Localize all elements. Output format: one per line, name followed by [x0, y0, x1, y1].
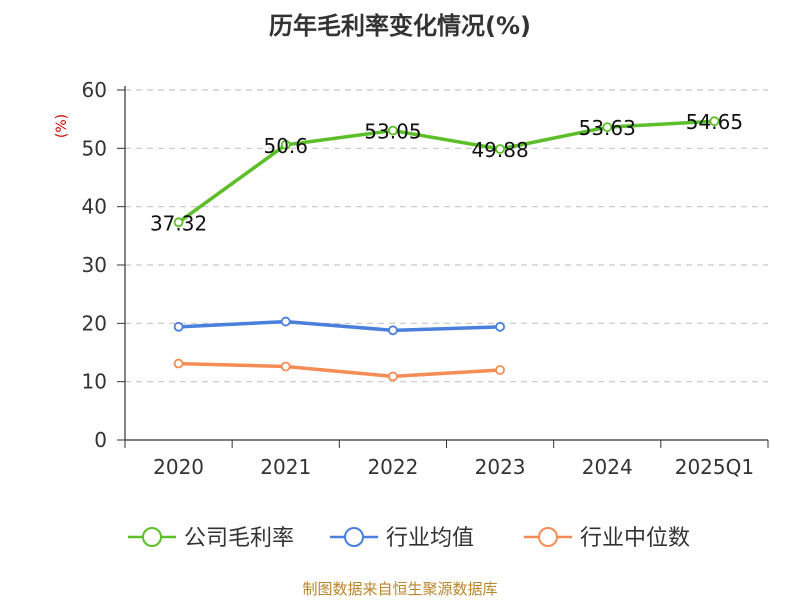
data-point — [388, 125, 398, 136]
data-label: 50.6 — [263, 134, 308, 158]
legend-label: 行业均值 — [386, 526, 474, 551]
data-point — [602, 122, 613, 133]
data-label: 53.63 — [579, 116, 636, 140]
series-line — [178, 361, 501, 379]
data-point — [173, 358, 184, 369]
data-label: 49.88 — [471, 138, 528, 162]
y-tick-label: 0 — [94, 428, 107, 452]
data-point — [280, 316, 291, 327]
legend-marker — [344, 527, 364, 547]
data-label: 54.65 — [686, 110, 743, 134]
legend-marker — [142, 527, 162, 547]
data-label: 37.32 — [150, 211, 207, 235]
series-layer — [173, 116, 720, 382]
y-tick-label: 40 — [82, 195, 107, 219]
data-point — [495, 365, 505, 375]
data-point — [280, 361, 291, 372]
data-point — [495, 321, 505, 332]
data-point — [388, 371, 398, 382]
y-tick-label: 30 — [82, 253, 107, 277]
data-point — [388, 325, 398, 336]
y-tick-label: 10 — [82, 370, 107, 394]
y-tick-label: 60 — [82, 78, 107, 102]
legend-label: 行业中位数 — [580, 526, 690, 551]
data-point — [173, 217, 184, 228]
y-tick-label: 50 — [82, 136, 107, 160]
legend: 公司毛利率 行业均值 行业中位数 — [128, 526, 690, 551]
x-tick-label: 2021 — [260, 455, 311, 479]
y-axis-label: (%) — [54, 114, 70, 138]
source-note: 制图数据来自恒生聚源数据库 — [302, 580, 497, 598]
x-tick-label: 2020 — [153, 455, 204, 479]
data-labels: 37.32 50.6 53.05 49.88 53.63 54.65 — [150, 110, 743, 235]
data-point — [280, 139, 291, 150]
data-point — [709, 116, 720, 127]
axes: 0 10 20 30 40 50 60 2020 2021 2022 2023 2024 2025Q1 — [82, 78, 769, 479]
series-line — [177, 119, 715, 224]
x-tick-label: 2022 — [367, 455, 418, 479]
x-tick-label: 2024 — [582, 455, 633, 479]
x-tick-label: 2023 — [475, 455, 526, 479]
y-tick-label: 20 — [82, 311, 107, 335]
series-line — [178, 319, 501, 333]
grid-lines — [125, 89, 768, 383]
legend-marker — [538, 527, 558, 547]
data-point — [495, 144, 505, 154]
data-label: 53.05 — [364, 120, 421, 144]
data-point — [173, 321, 184, 332]
x-tick-label: 2025Q1 — [675, 455, 754, 479]
chart-title: 历年毛利率变化情况(%) — [269, 12, 531, 40]
legend-label: 公司毛利率 — [184, 526, 294, 551]
